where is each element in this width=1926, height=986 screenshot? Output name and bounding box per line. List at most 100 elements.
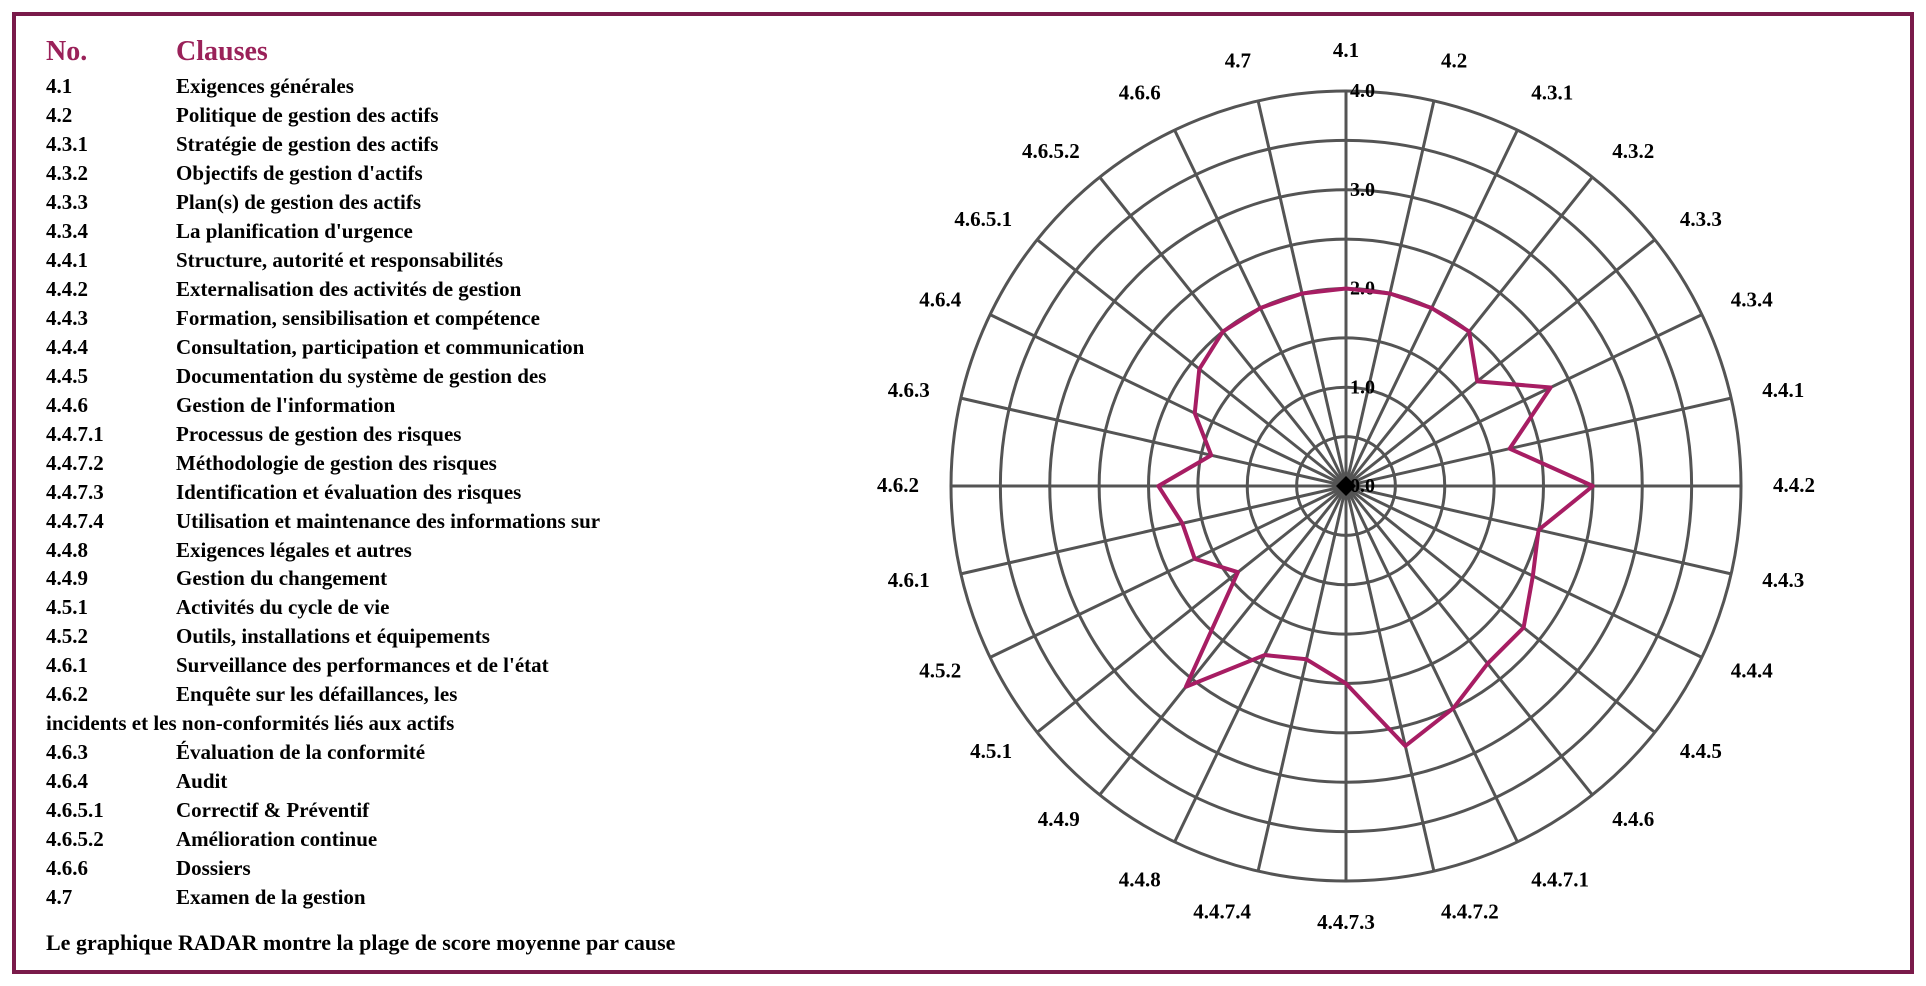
legend-row-no: 4.4.8 [46, 536, 176, 565]
legend-overflow-line: incidents et les non-conformités liés au… [46, 709, 776, 738]
legend-row: 4.4.7.3Identification et évaluation des … [46, 478, 776, 507]
legend-row-label: Politique de gestion des actifs [176, 101, 776, 130]
legend-row: 4.4.4Consultation, participation et comm… [46, 333, 776, 362]
legend-row-no: 4.3.3 [46, 188, 176, 217]
legend-row-no: 4.1 [46, 72, 176, 101]
legend-row-no: 4.3.1 [46, 130, 176, 159]
radar-axis-label: 4.2 [1441, 49, 1467, 73]
radar-axis-label: 4.4.2 [1773, 473, 1815, 497]
legend-row-no: 4.4.4 [46, 333, 176, 362]
legend-header-clauses: Clauses [176, 36, 268, 68]
legend-row-label: Enquête sur les défaillances, les [176, 680, 776, 709]
legend-row: 4.5.2Outils, installations et équipement… [46, 622, 776, 651]
legend-header: No. Clauses [46, 36, 776, 68]
legend-row: 4.6.3Évaluation de la conformité [46, 738, 776, 767]
legend-row-label: Amélioration continue [176, 825, 776, 854]
legend-row: 4.6.5.1Correctif & Préventif [46, 796, 776, 825]
legend-row: 4.4.7.4Utilisation et maintenance des in… [46, 507, 776, 536]
legend-row-label: Structure, autorité et responsabilités [176, 246, 776, 275]
legend-row-label: Examen de la gestion [176, 883, 776, 912]
legend-row-label: Utilisation et maintenance des informati… [176, 507, 776, 536]
chart-caption: Le graphique RADAR montre la plage de sc… [46, 930, 776, 956]
legend-row: 4.1Exigences générales [46, 72, 776, 101]
radar-axis-label: 4.5.1 [970, 739, 1012, 763]
radar-axis-label: 4.4.7.3 [1317, 910, 1375, 934]
legend-row-no: 4.4.9 [46, 564, 176, 593]
radar-axis-label: 4.1 [1333, 38, 1359, 62]
legend-row-no: 4.6.3 [46, 738, 176, 767]
radar-axis-label: 4.3.4 [1731, 288, 1774, 312]
radar-ring-label: 4.0 [1350, 80, 1375, 102]
legend-row-label: Consultation, participation et communica… [176, 333, 776, 362]
legend-row: 4.3.1Stratégie de gestion des actifs [46, 130, 776, 159]
legend-row-no: 4.4.2 [46, 275, 176, 304]
legend-row-no: 4.4.7.2 [46, 449, 176, 478]
legend-row-no: 4.7 [46, 883, 176, 912]
legend-row-no: 4.4.7.3 [46, 478, 176, 507]
legend-row-no: 4.3.2 [46, 159, 176, 188]
legend-row-label: Exigences générales [176, 72, 776, 101]
radar-axis-label: 4.4.3 [1762, 568, 1804, 592]
legend-row-label: Objectifs de gestion d'actifs [176, 159, 776, 188]
legend-row: 4.4.5Documentation du système de gestion… [46, 362, 776, 391]
legend-row-label: Documentation du système de gestion des [176, 362, 776, 391]
radar-axis-label: 4.4.4 [1731, 658, 1774, 682]
radar-axis-label: 4.6.4 [919, 288, 962, 312]
legend-row-no: 4.4.3 [46, 304, 176, 333]
legend-row-label: Outils, installations et équipements [176, 622, 776, 651]
legend-row-label: Formation, sensibilisation et compétence [176, 304, 776, 333]
radar-axis-label: 4.6.3 [888, 378, 930, 402]
radar-axis-label: 4.7 [1225, 49, 1251, 73]
legend-row-no: 4.4.1 [46, 246, 176, 275]
legend-row-no: 4.6.1 [46, 651, 176, 680]
legend-row-no: 4.6.6 [46, 854, 176, 883]
radar-axis-label: 4.5.2 [919, 658, 961, 682]
radar-axis-label: 4.6.1 [888, 568, 930, 592]
legend-row: 4.4.7.1Processus de gestion des risques [46, 420, 776, 449]
legend-row: 4.3.4La planification d'urgence [46, 217, 776, 246]
legend-row-label: Gestion du changement [176, 564, 776, 593]
legend-row: 4.4.2Externalisation des activités de ge… [46, 275, 776, 304]
legend-row-label: Identification et évaluation des risques [176, 478, 776, 507]
radar-axis-label: 4.4.1 [1762, 378, 1804, 402]
radar-axis-label: 4.4.7.4 [1193, 899, 1251, 923]
legend-rows: 4.1Exigences générales4.2Politique de ge… [46, 72, 776, 912]
radar-axis-label: 4.3.2 [1612, 139, 1654, 163]
legend-row-label: Dossiers [176, 854, 776, 883]
legend-row: 4.3.2Objectifs de gestion d'actifs [46, 159, 776, 188]
radar-ring-label: 1.0 [1350, 376, 1375, 398]
radar-axis-label: 4.4.6 [1612, 807, 1654, 831]
radar-axis-label: 4.4.7.2 [1441, 899, 1499, 923]
legend-row-label: Activités du cycle de vie [176, 593, 776, 622]
legend-row-no: 4.5.2 [46, 622, 176, 651]
legend-row-label: Externalisation des activités de gestion [176, 275, 776, 304]
legend-row: 4.4.8Exigences légales et autres [46, 536, 776, 565]
legend-header-no: No. [46, 36, 176, 68]
radar-axis-label: 4.3.3 [1680, 207, 1722, 231]
radar-axis-label: 4.6.5.1 [954, 207, 1012, 231]
legend-row-no: 4.3.4 [46, 217, 176, 246]
radar-axis-label: 4.6.6 [1119, 80, 1161, 104]
legend-row-no: 4.6.4 [46, 767, 176, 796]
legend-row: 4.6.1Surveillance des performances et de… [46, 651, 776, 680]
radar-ring-label: 3.0 [1350, 179, 1375, 201]
legend-row: 4.5.1Activités du cycle de vie [46, 593, 776, 622]
legend-row-label: Méthodologie de gestion des risques [176, 449, 776, 478]
legend-row-no: 4.4.7.1 [46, 420, 176, 449]
legend-row-label: Exigences légales et autres [176, 536, 776, 565]
legend-row-label: Plan(s) de gestion des actifs [176, 188, 776, 217]
radar-axis-label: 4.6.5.2 [1022, 139, 1080, 163]
radar-axis-label: 4.4.5 [1680, 739, 1722, 763]
legend-row-no: 4.4.6 [46, 391, 176, 420]
legend-row: 4.4.9Gestion du changement [46, 564, 776, 593]
legend-row: 4.4.3Formation, sensibilisation et compé… [46, 304, 776, 333]
legend-row-label: Évaluation de la conformité [176, 738, 776, 767]
legend-row-no: 4.6.5.1 [46, 796, 176, 825]
radar-chart: 0.01.02.03.04.04.14.24.3.14.3.24.3.34.3.… [786, 16, 1906, 976]
legend-row-label: Stratégie de gestion des actifs [176, 130, 776, 159]
legend-row-no: 4.6.5.2 [46, 825, 176, 854]
legend-row: 4.4.6Gestion de l'information [46, 391, 776, 420]
legend-row-no: 4.4.5 [46, 362, 176, 391]
legend-row-no: 4.2 [46, 101, 176, 130]
radar-axis-label: 4.6.2 [877, 473, 919, 497]
